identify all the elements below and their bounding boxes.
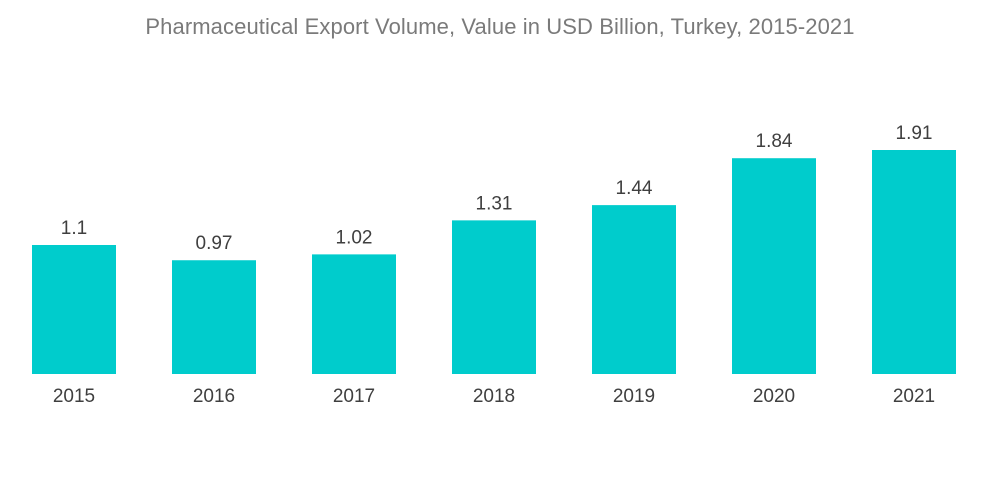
bar-2020 [732,158,816,374]
data-label-2016: 0.97 [196,233,233,254]
data-label-2015: 1.1 [61,218,87,239]
x-tick-label-2015: 2015 [53,386,95,407]
bar-2016 [172,260,256,374]
data-label-2019: 1.44 [616,178,653,199]
x-tick-label-2021: 2021 [893,386,935,407]
data-label-2018: 1.31 [476,193,513,214]
bar-2019 [592,205,676,374]
bar-2018 [452,220,536,374]
data-label-2021: 1.91 [896,123,933,144]
data-label-2017: 1.02 [336,227,373,248]
x-axis-ticks-group: 2015 2016 2017 2018 2019 2020 2021 [53,386,935,407]
x-tick-label-2019: 2019 [613,386,655,407]
x-tick-label-2017: 2017 [333,386,375,407]
data-labels-group: 1.1 0.97 1.02 1.31 1.44 1.84 1.91 [61,123,933,254]
bar-2017 [312,254,396,374]
bar-2015 [32,244,116,374]
x-tick-label-2020: 2020 [753,386,795,407]
x-tick-label-2016: 2016 [193,386,235,407]
bar-2021 [872,150,956,374]
bars-group [32,150,956,374]
data-label-2020: 1.84 [756,131,793,152]
x-tick-label-2018: 2018 [473,386,515,407]
chart-title: Pharmaceutical Export Volume, Value in U… [145,14,855,39]
